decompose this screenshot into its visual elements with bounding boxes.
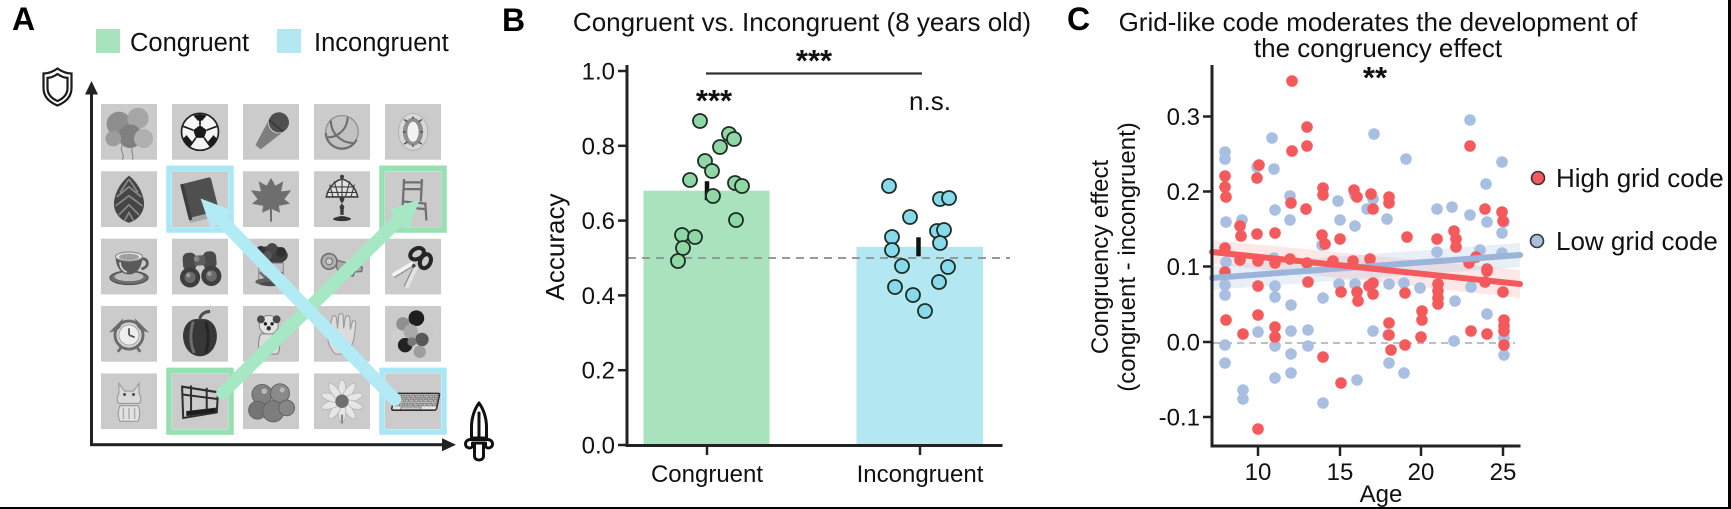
svg-text:0.3: 0.3 (1167, 104, 1200, 131)
svg-text:(congruent - incongruent): (congruent - incongruent) (1114, 122, 1141, 391)
svg-text:25: 25 (1490, 459, 1517, 486)
svg-text:Grid-like code moderates the d: Grid-like code moderates the development… (1119, 7, 1639, 37)
svg-text:20: 20 (1408, 459, 1435, 486)
svg-text:Age: Age (1360, 481, 1403, 508)
svg-text:**: ** (1363, 60, 1388, 95)
svg-text:0.6: 0.6 (582, 208, 615, 235)
svg-text:the congruency effect: the congruency effect (1254, 33, 1503, 63)
svg-text:Congruent: Congruent (651, 461, 763, 488)
svg-text:High grid code: High grid code (1556, 163, 1724, 193)
svg-text:C: C (1067, 1, 1090, 37)
svg-text:Congruent vs. Incongruent (8 y: Congruent vs. Incongruent (8 years old) (573, 7, 1031, 37)
svg-text:Congruent: Congruent (130, 29, 249, 57)
svg-text:Accuracy: Accuracy (540, 194, 570, 301)
svg-text:0.2: 0.2 (582, 358, 615, 385)
svg-text:0.0: 0.0 (1167, 330, 1200, 357)
svg-text:Congruency effect: Congruency effect (1087, 159, 1114, 354)
svg-text:Low grid code: Low grid code (1556, 226, 1718, 256)
svg-text:***: *** (696, 83, 733, 118)
svg-text:0.4: 0.4 (582, 283, 615, 310)
svg-text:***: *** (796, 43, 833, 78)
svg-text:15: 15 (1327, 459, 1354, 486)
svg-text:Incongruent: Incongruent (314, 29, 449, 57)
svg-text:A: A (12, 1, 35, 37)
svg-text:0.0: 0.0 (582, 433, 615, 460)
svg-text:Incongruent: Incongruent (857, 461, 984, 488)
svg-text:B: B (502, 2, 525, 38)
svg-text:1.0: 1.0 (582, 59, 615, 86)
svg-text:-0.1: -0.1 (1159, 405, 1200, 432)
svg-text:n.s.: n.s. (909, 86, 951, 116)
svg-text:10: 10 (1245, 459, 1272, 486)
svg-text:0.1: 0.1 (1167, 254, 1200, 281)
svg-text:0.8: 0.8 (582, 133, 615, 160)
svg-text:0.2: 0.2 (1167, 179, 1200, 206)
